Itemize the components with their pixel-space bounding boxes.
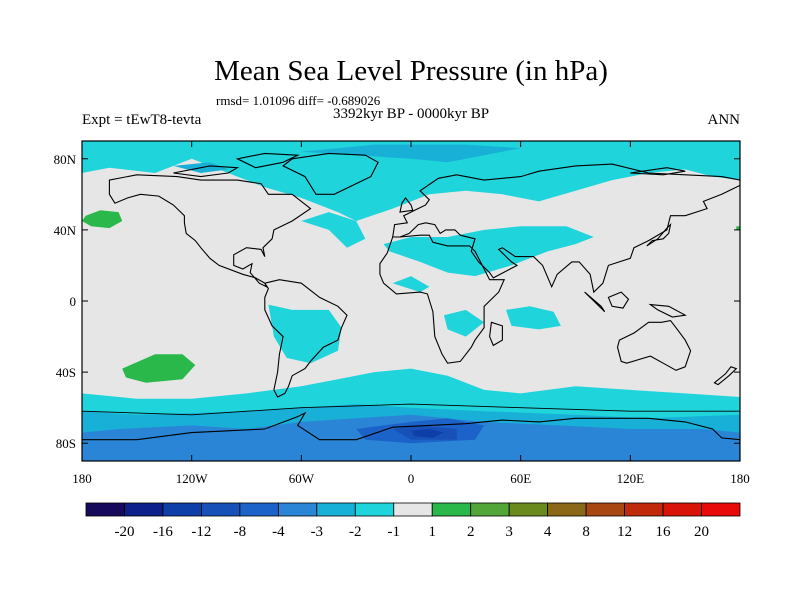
coastline-segment (379, 234, 506, 364)
anomaly-region (301, 144, 521, 163)
colorbar-label: -20 (114, 524, 134, 540)
coastline-segment (630, 167, 686, 176)
x-tick-label: 180 (72, 471, 92, 486)
anomaly-region (268, 304, 342, 364)
coastline-segment (263, 279, 348, 398)
ice-shelf-edge (82, 403, 740, 416)
coastline-segment (173, 165, 240, 178)
anomaly-region (411, 429, 444, 438)
coastline-segment (584, 291, 606, 313)
y-tick-label: 80N (54, 152, 77, 167)
anomaly-region (736, 226, 740, 230)
colorbar: -20 -16 -12 -8 -4 -3 -2 -1 1 2 3 4 8 12 16 20 (85, 502, 741, 540)
colorbar-swatch (701, 502, 741, 517)
colorbar-label: 2 (467, 524, 475, 540)
x-tick-label: 120W (176, 471, 209, 486)
coastline-segment (399, 196, 414, 213)
coastline-segment (108, 174, 312, 289)
colorbar-swatch (470, 502, 510, 517)
anomaly-region (506, 306, 561, 330)
colorbar-label: 1 (428, 524, 436, 540)
colorbar-label: 3 (505, 524, 513, 540)
y-tick-label: 0 (70, 294, 77, 309)
coastline-segment (713, 366, 738, 386)
colorbar-swatch (85, 502, 125, 517)
colorbar-swatch (547, 502, 587, 517)
axis-ticks: 180 120W 60W 0 60E 120E 180 80N 40N 0 40S 80S (54, 141, 750, 486)
x-tick-label: 180 (730, 471, 750, 486)
anomaly-region (443, 309, 485, 337)
expt-label: Expt = tEwT8-tevta (82, 112, 202, 128)
coastline-segment (646, 222, 672, 247)
colorbar-swatch (162, 502, 202, 517)
colorbar-swatch (508, 502, 549, 517)
coastline-segment (82, 411, 740, 461)
colorbar-label: 4 (544, 524, 552, 540)
x-tick-label: 0 (408, 471, 415, 486)
colorbar-label: -1 (388, 524, 401, 540)
colorbar-swatch (239, 502, 279, 517)
colorbar-label: -4 (272, 524, 285, 540)
colorbar-swatch (624, 502, 664, 517)
colorbar-label: -12 (191, 524, 211, 540)
season-label: ANN (708, 112, 741, 128)
y-tick-label: 40S (56, 365, 76, 380)
anomaly-fills (82, 141, 740, 461)
coastline-segment (616, 319, 692, 371)
colorbar-swatch (124, 502, 164, 517)
coastline-segment (235, 152, 300, 169)
colorbar-swatch (662, 502, 702, 517)
x-tick-label: 60E (510, 471, 531, 486)
colorbar-label: -16 (153, 524, 173, 540)
y-tick-label: 80S (56, 436, 76, 451)
coastline-segment (648, 303, 687, 318)
colorbar-label: -2 (349, 524, 362, 540)
anomaly-region (82, 141, 740, 221)
anomaly-region (301, 212, 366, 248)
coastline-segment (282, 152, 379, 195)
colorbar-swatch (585, 502, 625, 517)
y-tick-label: 40N (54, 223, 77, 238)
colorbar-label: 20 (694, 524, 709, 540)
colorbar-label: -8 (234, 524, 247, 540)
x-tick-label: 60W (289, 471, 315, 486)
map-panel (82, 141, 740, 461)
colorbar-swatch (277, 502, 318, 517)
colorbar-swatch (431, 502, 472, 517)
chart-title: Mean Sea Level Pressure (in hPa) (214, 55, 608, 87)
colorbar-swatch (354, 502, 395, 517)
colorbar-swatch (316, 502, 356, 517)
coastline-segment (607, 291, 630, 309)
anomaly-region (383, 226, 594, 277)
colorbar-label: 8 (582, 524, 590, 540)
anomaly-region (122, 354, 196, 383)
colorbar-label: 16 (656, 524, 672, 540)
colorbar-swatch (201, 502, 241, 517)
colorbar-label: 12 (617, 524, 632, 540)
colorbar-label: -3 (311, 524, 324, 540)
coastlines (82, 152, 740, 461)
anomaly-region (392, 276, 430, 293)
anomaly-region (82, 210, 123, 229)
period-label: 3392kyr BP - 0000kyr BP (333, 106, 489, 122)
x-tick-label: 120E (617, 471, 645, 486)
coastline-segment (392, 163, 740, 294)
stats-line: rmsd= 1.01096 diff= -0.689026 (216, 93, 381, 108)
coastline-segment (489, 321, 503, 347)
colorbar-swatch (393, 502, 433, 517)
